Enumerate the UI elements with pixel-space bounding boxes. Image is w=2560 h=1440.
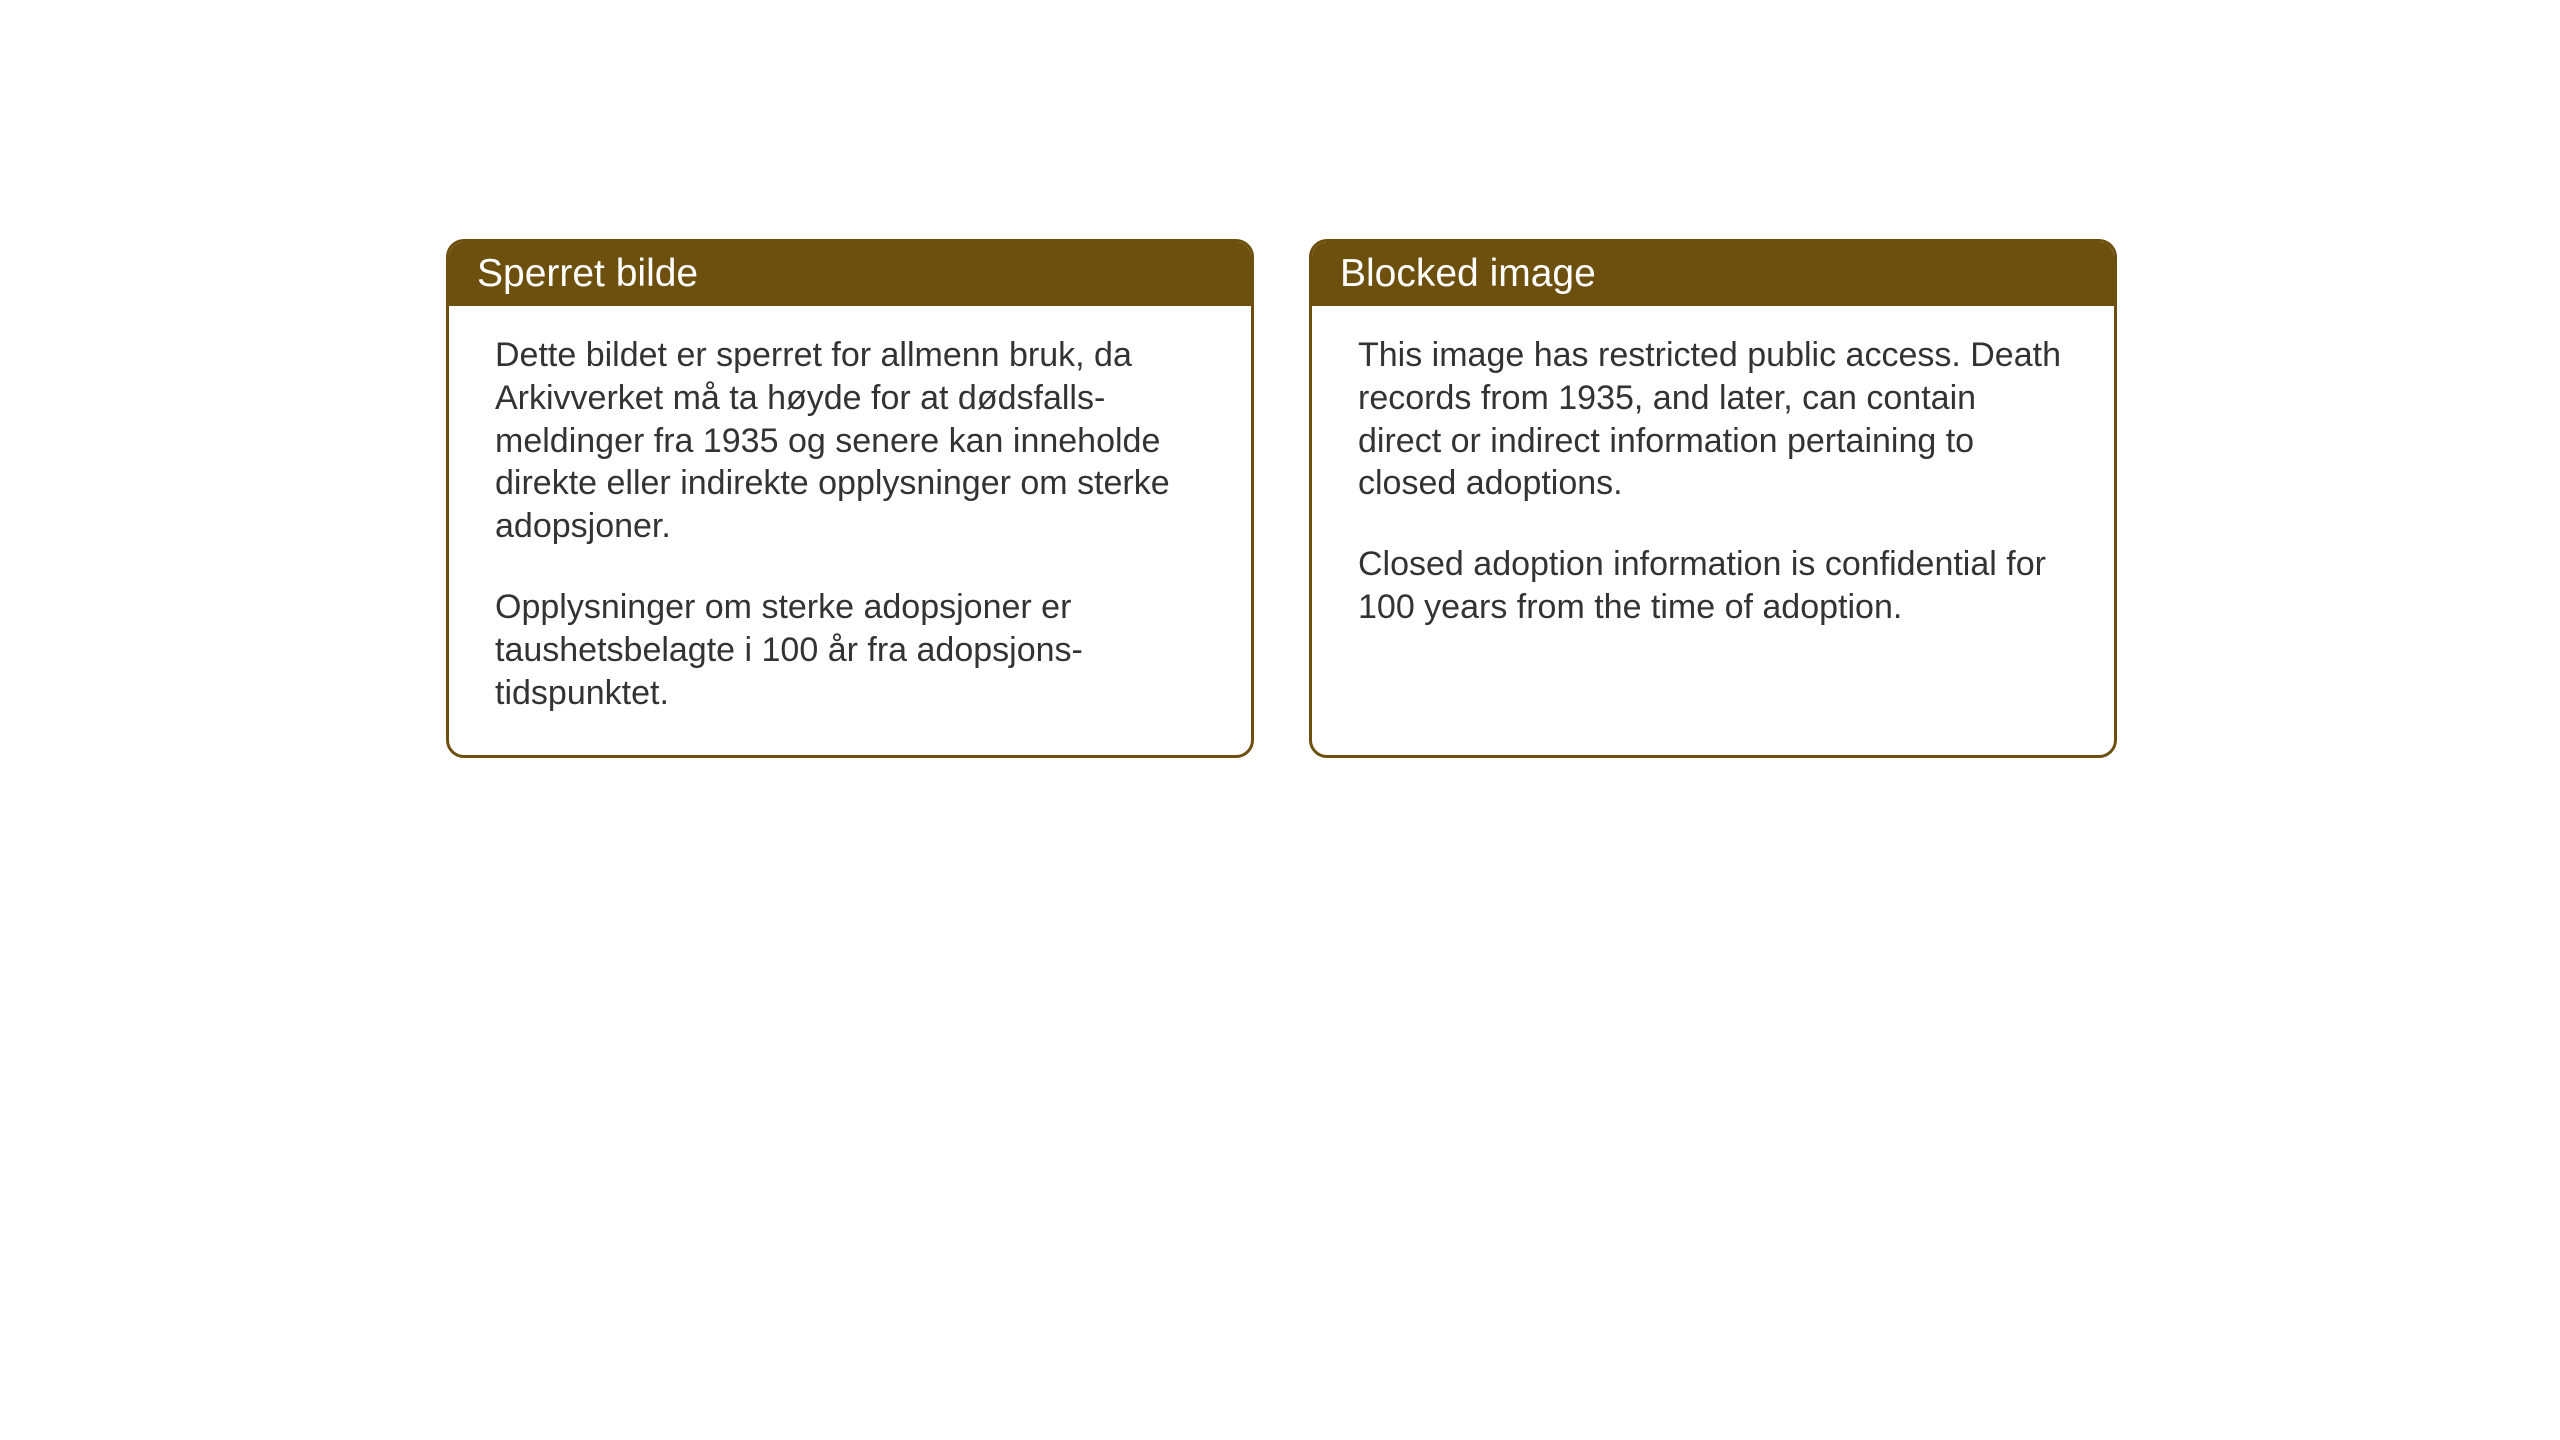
card-norwegian-title: Sperret bilde bbox=[477, 252, 698, 295]
cards-container: Sperret bilde Dette bildet er sperret fo… bbox=[446, 239, 2117, 758]
card-norwegian: Sperret bilde Dette bildet er sperret fo… bbox=[446, 239, 1254, 758]
card-english: Blocked image This image has restricted … bbox=[1309, 239, 2117, 758]
card-english-body: This image has restricted public access.… bbox=[1312, 306, 2114, 669]
card-english-paragraph1: This image has restricted public access.… bbox=[1358, 334, 2068, 505]
card-norwegian-paragraph2: Opplysninger om sterke adopsjoner er tau… bbox=[495, 586, 1205, 714]
card-english-header: Blocked image bbox=[1312, 242, 2114, 306]
card-english-paragraph2: Closed adoption information is confident… bbox=[1358, 543, 2068, 629]
card-norwegian-header: Sperret bilde bbox=[449, 242, 1251, 306]
card-norwegian-body: Dette bildet er sperret for allmenn bruk… bbox=[449, 306, 1251, 755]
card-norwegian-paragraph1: Dette bildet er sperret for allmenn bruk… bbox=[495, 334, 1205, 548]
card-english-title: Blocked image bbox=[1340, 252, 1596, 295]
